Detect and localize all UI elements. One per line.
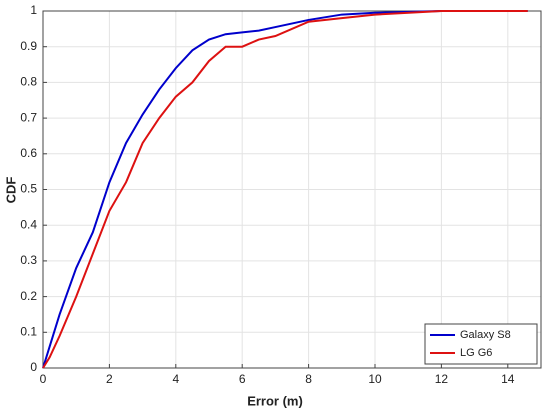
x-tick-label: 6 <box>239 372 246 386</box>
legend-label: Galaxy S8 <box>460 329 511 341</box>
y-tick-label: 0.4 <box>20 217 37 231</box>
y-tick-label: 0.5 <box>20 182 37 196</box>
legend-label: LG G6 <box>460 347 492 359</box>
y-tick-label: 0.8 <box>20 75 37 89</box>
plot-frame <box>42 10 542 369</box>
y-tick-label: 0.9 <box>20 39 37 53</box>
x-tick-label: 4 <box>172 372 179 386</box>
series-line <box>42 10 528 369</box>
y-tick-label: 0.7 <box>20 110 37 124</box>
y-tick-label: 0.6 <box>20 146 37 160</box>
x-tick-label: 10 <box>368 372 382 386</box>
x-tick-label: 2 <box>106 372 113 386</box>
x-axis-label: Error (m) <box>247 393 303 408</box>
y-tick-label: 0.3 <box>20 253 37 267</box>
y-axis-label: CDF <box>3 177 18 204</box>
y-tick-label: 0.1 <box>20 324 37 338</box>
series-line <box>42 10 528 369</box>
y-tick-label: 0 <box>30 360 37 374</box>
x-tick-label: 0 <box>40 372 47 386</box>
legend-box <box>424 323 538 365</box>
y-tick-label: 0.2 <box>20 289 37 303</box>
y-tick-label: 1 <box>30 3 37 17</box>
x-tick-label: 8 <box>305 372 312 386</box>
x-tick-label: 12 <box>435 372 449 386</box>
x-tick-label: 14 <box>501 372 515 386</box>
